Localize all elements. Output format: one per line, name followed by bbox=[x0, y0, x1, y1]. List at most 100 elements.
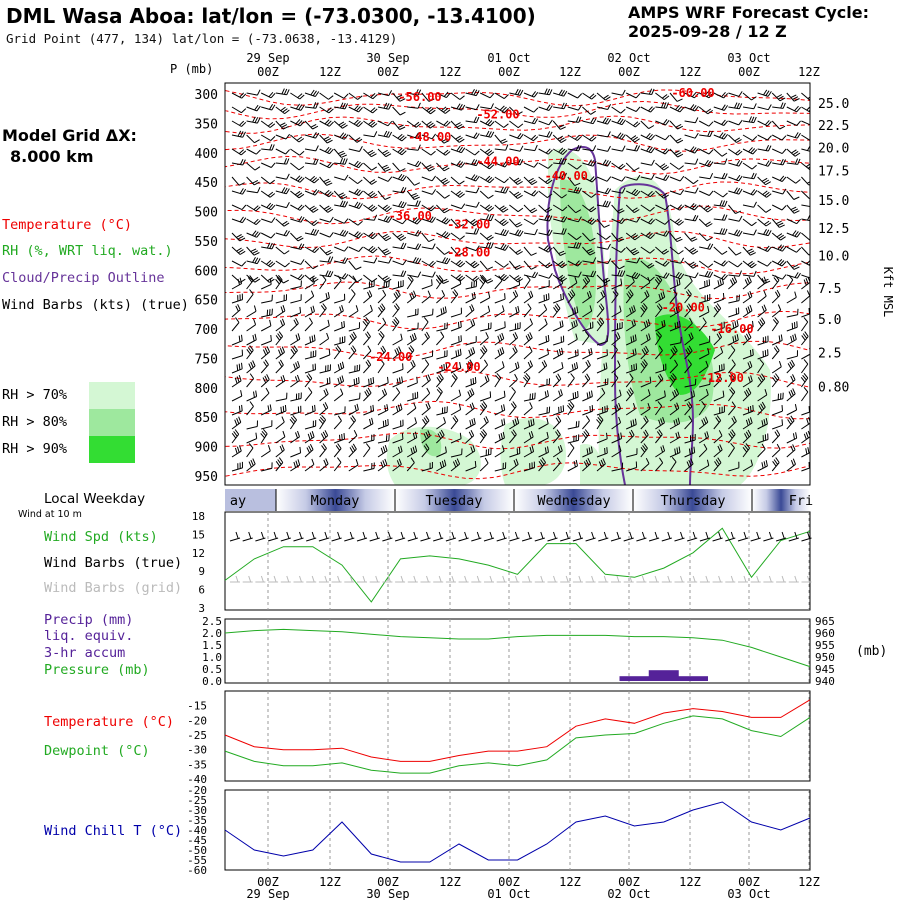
wind-barb bbox=[290, 280, 302, 290]
wind-barb bbox=[713, 444, 723, 458]
wind-barb bbox=[275, 274, 283, 290]
wind-barb bbox=[275, 158, 290, 165]
wind-barb bbox=[348, 392, 361, 402]
wind-barb bbox=[699, 279, 711, 290]
wind-barb bbox=[669, 134, 684, 144]
wind-barb bbox=[319, 134, 333, 144]
wind-barb bbox=[319, 443, 327, 458]
wind-barb bbox=[757, 160, 772, 167]
wind-barb bbox=[640, 106, 655, 113]
wind-barb bbox=[304, 277, 315, 290]
wind-barb bbox=[319, 176, 333, 186]
wind-barb bbox=[786, 274, 794, 290]
wind-barb bbox=[582, 257, 597, 264]
wind-barb bbox=[771, 373, 780, 388]
wind-barb bbox=[611, 217, 626, 225]
wind-barb bbox=[450, 274, 466, 282]
wind-barb bbox=[772, 158, 787, 166]
wind-barb bbox=[304, 120, 319, 130]
height-tick-label: 17.5 bbox=[818, 164, 849, 179]
wind-barb bbox=[421, 189, 437, 195]
wind-barb bbox=[246, 401, 254, 416]
wind-barb bbox=[713, 158, 728, 165]
wind-barb bbox=[552, 444, 563, 458]
wind-barb bbox=[596, 387, 606, 402]
wind-barb bbox=[479, 175, 495, 184]
temp-panel-frame bbox=[224, 690, 811, 782]
temperature-line bbox=[224, 699, 811, 762]
wind-barb-true bbox=[750, 531, 761, 542]
wind-barb bbox=[334, 132, 349, 140]
wind-barb bbox=[757, 204, 772, 213]
wind-barb bbox=[246, 104, 261, 112]
wind-barb bbox=[596, 378, 609, 388]
wind-barb bbox=[713, 119, 728, 126]
wind-barb bbox=[552, 120, 566, 130]
wind-barb bbox=[377, 215, 393, 223]
wind-barb bbox=[450, 389, 462, 402]
wind-barb bbox=[713, 430, 723, 444]
wind-barb bbox=[552, 246, 566, 256]
wind-barb bbox=[582, 457, 592, 472]
wind-barb bbox=[304, 132, 320, 139]
wind-barb bbox=[509, 458, 519, 472]
wind-barb bbox=[509, 429, 517, 444]
wind-barb bbox=[304, 246, 320, 254]
wind-barb bbox=[509, 246, 523, 255]
wind-barb bbox=[757, 443, 766, 458]
wind-barb bbox=[407, 102, 421, 109]
weekday-cell bbox=[276, 489, 395, 511]
wind-barb bbox=[333, 305, 344, 318]
wind-barb bbox=[479, 204, 495, 212]
wind-barb bbox=[567, 162, 582, 170]
wind-barb bbox=[260, 359, 269, 374]
wind-barb bbox=[698, 360, 709, 374]
wind-barb bbox=[538, 303, 548, 318]
wind-barb bbox=[757, 134, 772, 141]
wind-barb bbox=[771, 317, 779, 332]
pressure-tick-label: 800 bbox=[195, 382, 218, 397]
height-tick-label: 20.0 bbox=[818, 141, 849, 156]
wind-barb bbox=[377, 458, 388, 472]
wind-barb bbox=[626, 216, 641, 223]
wind-barb bbox=[494, 243, 509, 251]
bottom-tick-label: 00Z bbox=[377, 875, 399, 889]
wind-barb bbox=[450, 278, 462, 290]
wind-barb bbox=[275, 173, 290, 180]
wind-barb-true bbox=[280, 531, 291, 542]
wind-barb bbox=[728, 204, 742, 214]
wind-barb bbox=[538, 431, 549, 444]
wind-barb bbox=[421, 331, 430, 346]
wind-barb bbox=[479, 291, 491, 304]
wind-barb bbox=[771, 92, 786, 102]
wind-barb bbox=[625, 92, 641, 99]
wind-barb bbox=[771, 360, 782, 374]
wind-barb bbox=[552, 415, 562, 430]
wind-barb bbox=[742, 270, 757, 277]
wind-barb bbox=[348, 275, 357, 290]
wind-barb bbox=[260, 120, 276, 128]
precip-liq-label: liq. equiv. bbox=[44, 628, 134, 644]
wind-barb bbox=[290, 459, 301, 472]
wind-barb-true bbox=[572, 531, 584, 542]
wind-barb bbox=[596, 335, 608, 346]
wind-barb bbox=[713, 415, 722, 430]
wind-barb bbox=[450, 321, 462, 332]
wind-barb bbox=[363, 331, 371, 346]
wind-barb bbox=[523, 260, 537, 270]
wind-barb bbox=[406, 431, 418, 444]
wind-barb-grid bbox=[522, 575, 533, 583]
wind-barb bbox=[567, 362, 579, 374]
wind-barb bbox=[494, 105, 509, 114]
windchill-tick-label: -25 bbox=[187, 794, 207, 807]
wind-barb bbox=[261, 294, 273, 304]
wind-barb bbox=[436, 231, 451, 239]
wind-barb bbox=[742, 304, 753, 318]
wind-barb bbox=[406, 359, 416, 374]
top-date-label: 01 Oct bbox=[487, 51, 530, 65]
top-tick-label: 00Z bbox=[618, 65, 640, 79]
wind-barb bbox=[640, 204, 655, 212]
wind-barb bbox=[684, 260, 699, 269]
precip-bar bbox=[619, 676, 650, 681]
wind-barb bbox=[407, 243, 422, 250]
